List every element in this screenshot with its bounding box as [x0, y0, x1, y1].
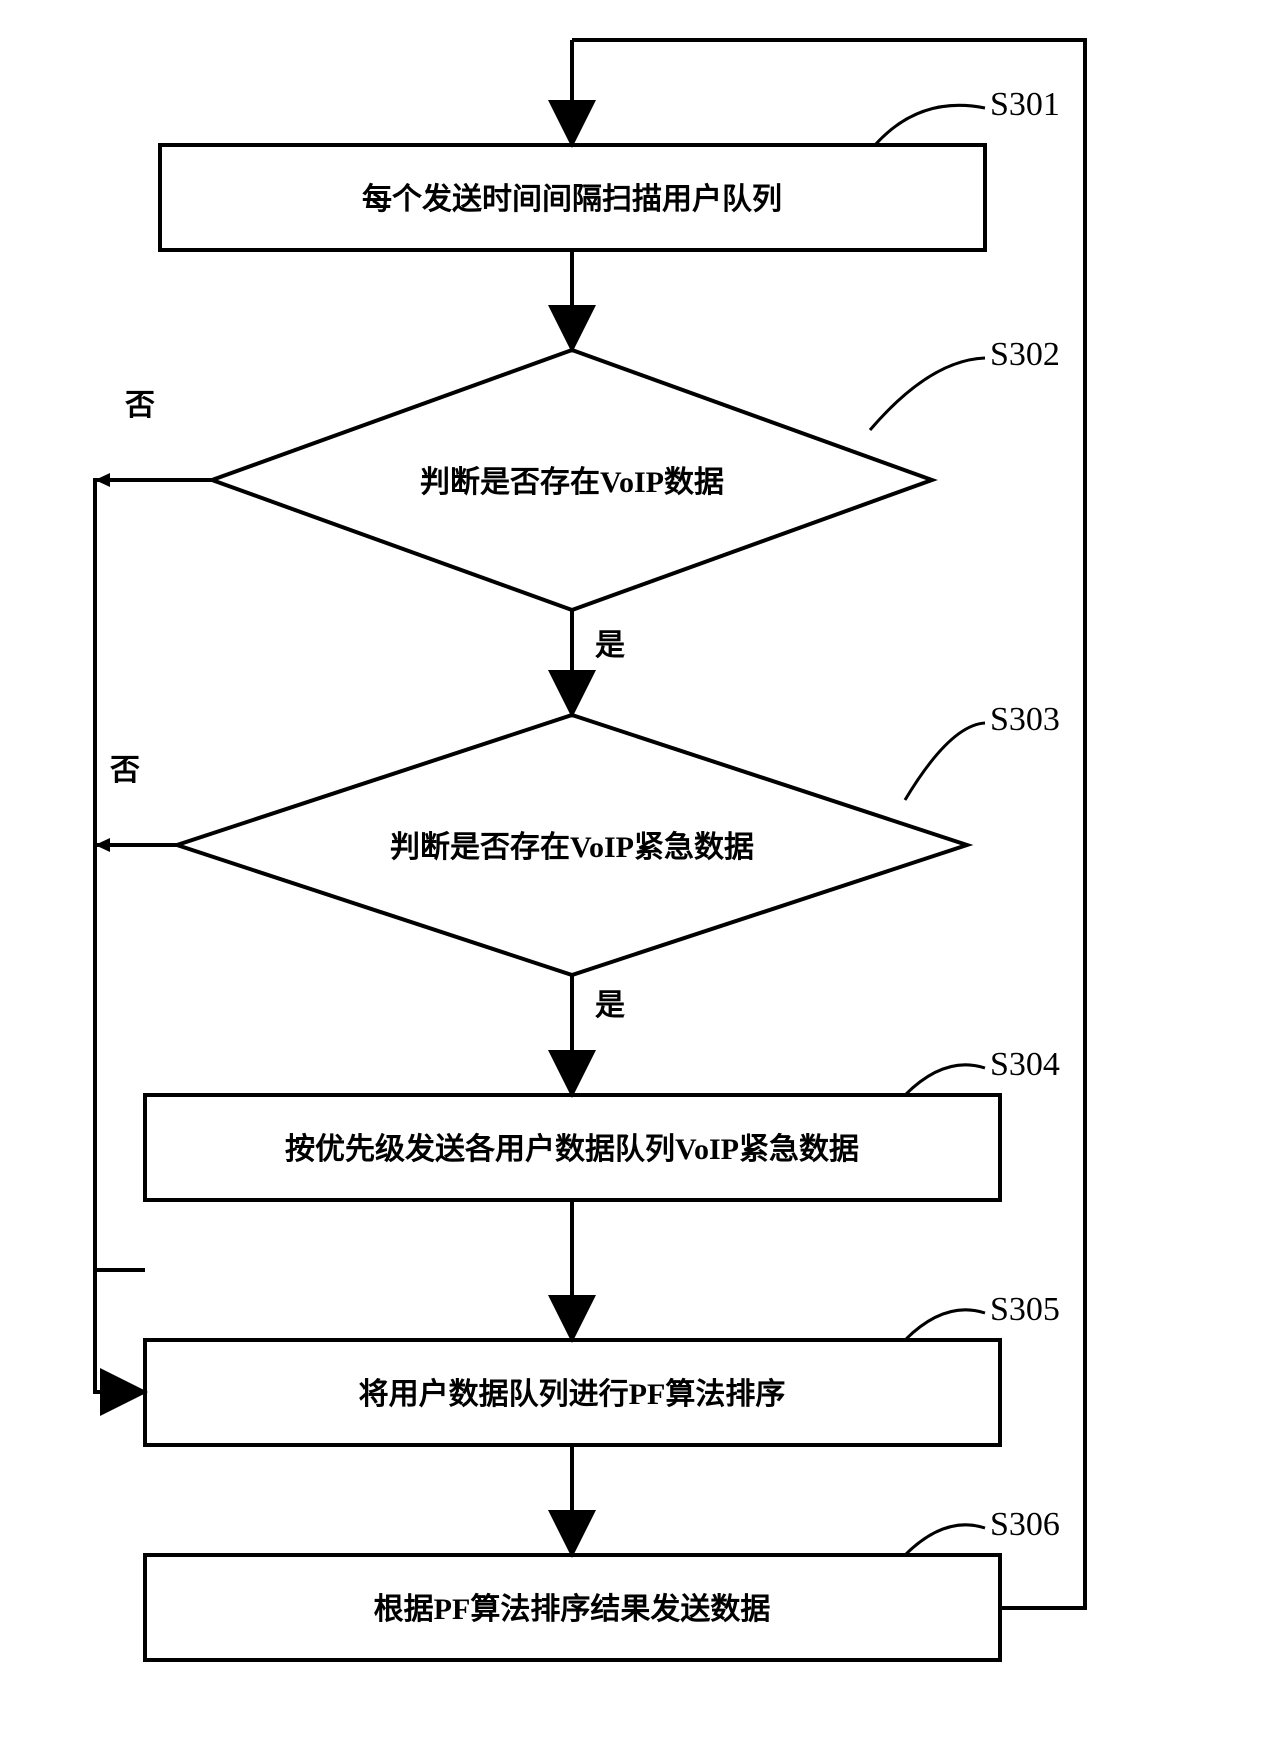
s303-yes-label: 是 — [595, 989, 625, 1022]
step-s304-text: 按优先级发送各用户数据队列VoIP紧急数据 — [285, 1132, 859, 1166]
callout-s303 — [905, 723, 985, 800]
edge-leftbus-s305 — [95, 1270, 140, 1392]
label-s306: S306 — [990, 1506, 1060, 1543]
callout-s302 — [870, 358, 985, 430]
step-s301-text: 每个发送时间间隔扫描用户队列 — [362, 182, 782, 216]
arrow-s302-no-tip — [95, 473, 110, 487]
label-s301: S301 — [990, 86, 1060, 123]
edge-s306-loopback — [572, 40, 1085, 1608]
callout-s306 — [905, 1525, 985, 1555]
flowchart-svg: 每个发送时间间隔扫描用户队列 判断是否存在VoIP数据 判断是否存在VoIP紧急… — [0, 0, 1271, 1742]
callout-s304 — [905, 1065, 985, 1095]
callout-s301 — [875, 105, 985, 145]
s302-no-label: 否 — [125, 389, 155, 422]
step-s306-text: 根据PF算法排序结果发送数据 — [374, 1592, 771, 1626]
s303-no-label: 否 — [110, 754, 140, 787]
s302-yes-label: 是 — [595, 629, 625, 662]
label-s304: S304 — [990, 1046, 1060, 1083]
label-s305: S305 — [990, 1291, 1060, 1328]
callout-s305 — [905, 1310, 985, 1340]
arrow-s303-no-tip — [95, 838, 110, 852]
step-s303-text: 判断是否存在VoIP紧急数据 — [390, 831, 754, 864]
step-s305-text: 将用户数据队列进行PF算法排序 — [359, 1377, 786, 1411]
label-s302: S302 — [990, 336, 1060, 373]
edge-s302-no — [95, 480, 212, 1270]
step-s302-text: 判断是否存在VoIP数据 — [420, 466, 724, 499]
label-s303: S303 — [990, 701, 1060, 738]
